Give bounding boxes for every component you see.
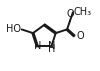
Text: CH₃: CH₃ [74, 7, 92, 17]
Text: N: N [34, 41, 41, 51]
Text: N: N [48, 41, 55, 50]
Text: HO: HO [6, 24, 21, 34]
Text: O: O [76, 31, 84, 41]
Text: O: O [66, 9, 74, 19]
Text: H: H [48, 44, 55, 54]
